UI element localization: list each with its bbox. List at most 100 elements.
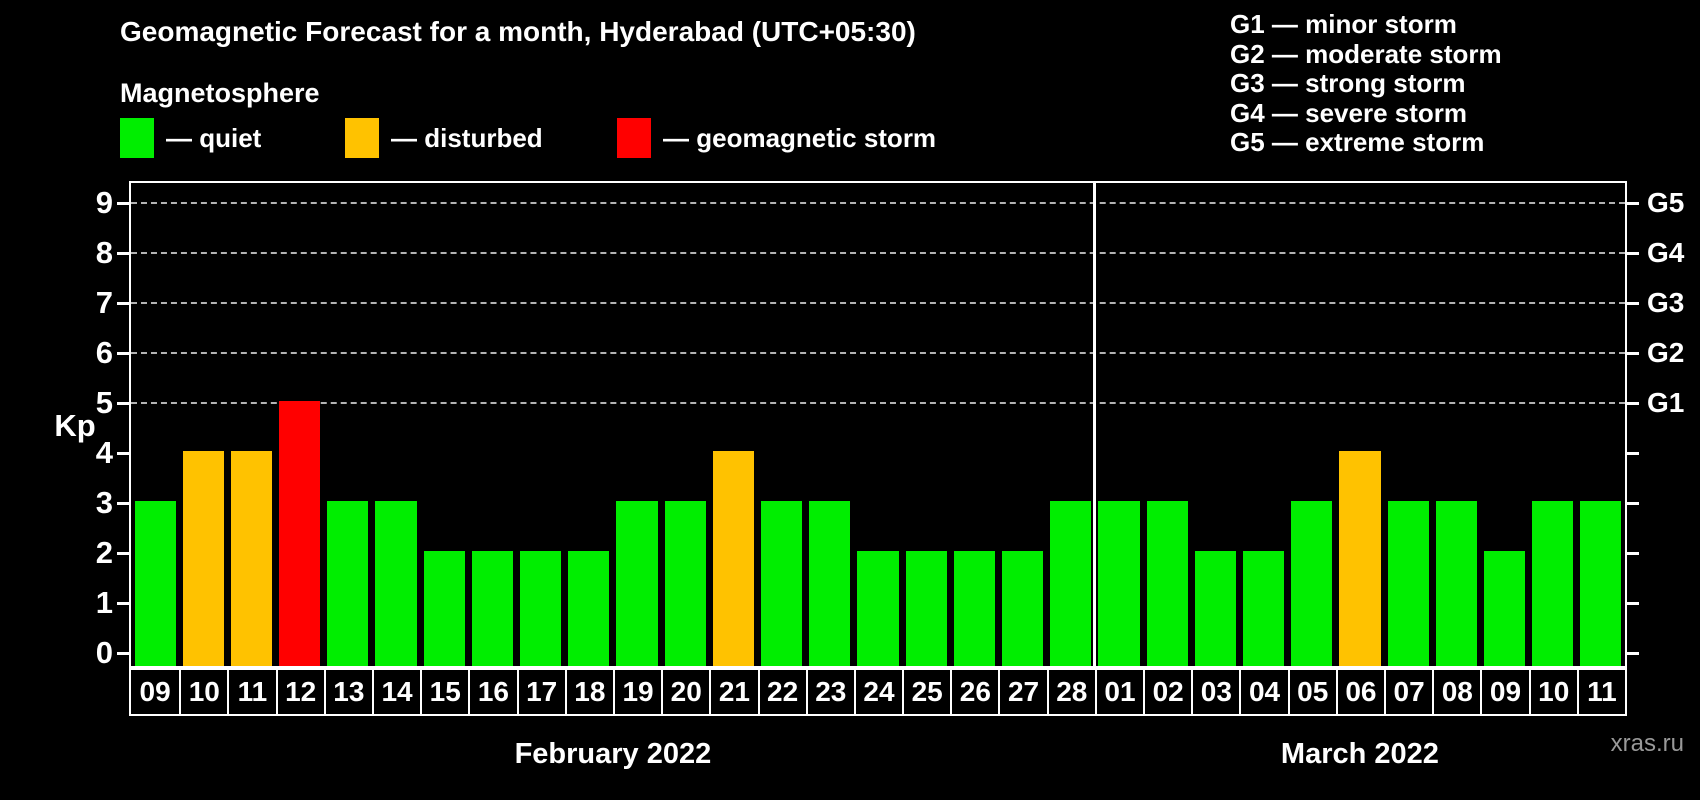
day-label-row: 09 10 11 12 13 14 15 16 17 18 19 20 21 22 23 24 25 26 27 28… [129,668,1627,716]
g-tick-0 [1625,652,1639,655]
y-tick-label-5: 5 [95,385,113,420]
plot-area [129,181,1627,668]
day-label-feb-17: 17 [516,670,565,714]
y-tick-0 [117,652,129,655]
storm-scale-g3: G3 — strong storm [1230,68,1466,98]
g-tick-7 [1625,302,1639,305]
day-label-feb-28: 28 [1046,670,1095,714]
y-tick-9 [117,202,129,205]
day-label-feb-14: 14 [371,670,420,714]
bar-feb-27 [1001,551,1044,666]
day-label-mar-05: 05 [1287,670,1336,714]
bar-mar-03 [1194,551,1236,666]
month-divider-line [1093,183,1097,666]
bar-feb-11 [230,451,273,666]
bar-mar-11 [1580,501,1622,666]
legend-item-quiet: — quiet [120,118,261,158]
bar-feb-09 [134,501,176,666]
disturbed-color-swatch [345,118,379,158]
y-tick-2 [117,552,129,555]
day-label-feb-24: 24 [853,670,902,714]
day-label-mar-02: 02 [1143,670,1191,714]
bar-feb-26 [953,551,995,666]
gridline-kp5 [131,402,1625,404]
day-label-feb-12: 12 [275,670,324,714]
day-label-feb-15: 15 [420,670,468,714]
g-tick-4 [1625,452,1639,455]
gridline-kp6 [131,352,1625,354]
bar-feb-13 [327,501,369,666]
bar-feb-25 [905,551,947,666]
month-label-march: March 2022 [1280,738,1439,770]
bar-feb-21 [712,451,754,666]
bar-mar-06 [1339,451,1381,666]
y-tick-label-6: 6 [95,335,113,370]
day-label-feb-22: 22 [757,670,806,714]
bar-feb-19 [616,501,658,666]
y-tick-label-2: 2 [95,535,113,570]
bar-mar-07 [1387,501,1429,666]
bar-feb-16 [471,551,514,666]
storm-scale-g2: G2 — moderate storm [1230,38,1502,69]
g-tick-2 [1625,552,1639,555]
storm-scale-legend: G1 — minor storm G2 — moderate storm G3 … [1230,9,1502,158]
day-label-feb-13: 13 [323,670,372,714]
day-label-feb-19: 19 [612,670,661,714]
legend-label-storm: — geomagnetic storm [663,122,937,153]
day-label-mar-11: 11 [1576,670,1625,714]
plot-canvas [131,183,1625,666]
y-tick-7 [117,302,129,305]
y-axis-label: Kp [54,408,96,443]
day-label-feb-20: 20 [661,670,709,714]
day-label-mar-10: 10 [1528,670,1577,714]
storm-color-swatch [617,118,651,158]
day-label-mar-08: 08 [1432,670,1480,714]
g-scale-label-g3: G3 [1647,287,1685,318]
bar-feb-20 [664,501,706,666]
y-tick-6 [117,352,129,355]
bar-feb-14 [375,501,417,666]
g-scale-label-g1: G1 [1647,387,1685,418]
bar-feb-24 [857,551,899,666]
y-tick-label-1: 1 [95,585,113,620]
g-tick-8 [1625,252,1639,255]
y-tick-4 [117,452,129,455]
bar-mar-04 [1242,551,1285,666]
magnetosphere-legend: — quiet — disturbed — geomagnetic storm [0,118,1100,158]
bar-mar-09 [1483,551,1526,666]
bar-feb-10 [182,451,224,666]
day-label-mar-03: 03 [1191,670,1239,714]
day-label-feb-21: 21 [709,670,757,714]
storm-scale-g4: G4 — severe storm [1230,97,1468,128]
day-label-feb-10: 10 [179,670,227,714]
page-title: Geomagnetic Forecast for a month, Hydera… [120,16,916,47]
legend-item-disturbed: — disturbed [345,118,543,158]
g-tick-6 [1625,352,1639,355]
bar-feb-15 [423,551,465,666]
day-label-mar-06: 06 [1335,670,1384,714]
legend-item-storm: — geomagnetic storm [617,118,936,158]
g-tick-5 [1625,402,1639,405]
y-tick-label-4: 4 [95,435,113,470]
gridline-kp7 [131,302,1625,304]
day-label-mar-07: 07 [1384,670,1432,714]
watermark: xras.ru [1610,730,1684,757]
y-tick-label-0: 0 [95,635,113,670]
g-tick-1 [1625,602,1639,605]
y-tick-8 [117,252,129,255]
gridline-kp9 [131,202,1625,204]
g-scale-label-g5: G5 [1647,187,1685,218]
bar-feb-12 [279,401,321,666]
bar-mar-02 [1146,501,1188,666]
day-label-feb-27: 27 [998,670,1046,714]
day-label-mar-01: 01 [1094,670,1143,714]
magnetosphere-legend-heading: Magnetosphere [120,78,320,108]
y-tick-label-8: 8 [95,235,113,270]
bar-feb-23 [809,501,851,666]
day-label-feb-25: 25 [902,670,950,714]
bar-mar-10 [1532,501,1574,666]
day-label-feb-11: 11 [227,670,275,714]
bar-mar-08 [1435,501,1477,666]
day-label-feb-26: 26 [950,670,998,714]
g-scale-label-g2: G2 [1647,337,1685,368]
